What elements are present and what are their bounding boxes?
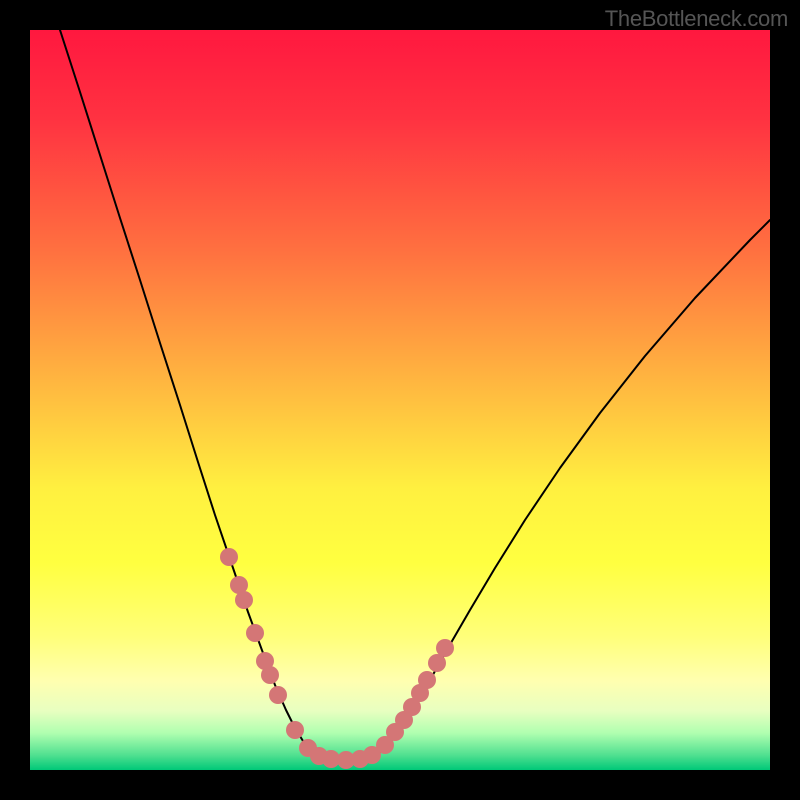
data-marker (261, 666, 279, 684)
data-marker (418, 671, 436, 689)
data-marker (269, 686, 287, 704)
watermark-text: TheBottleneck.com (605, 6, 788, 32)
chart-svg (30, 30, 770, 770)
plot-area (30, 30, 770, 770)
data-marker (235, 591, 253, 609)
data-marker (286, 721, 304, 739)
gradient-background (30, 30, 770, 770)
chart-frame: TheBottleneck.com (0, 0, 800, 800)
data-marker (220, 548, 238, 566)
data-marker (436, 639, 454, 657)
data-marker (246, 624, 264, 642)
